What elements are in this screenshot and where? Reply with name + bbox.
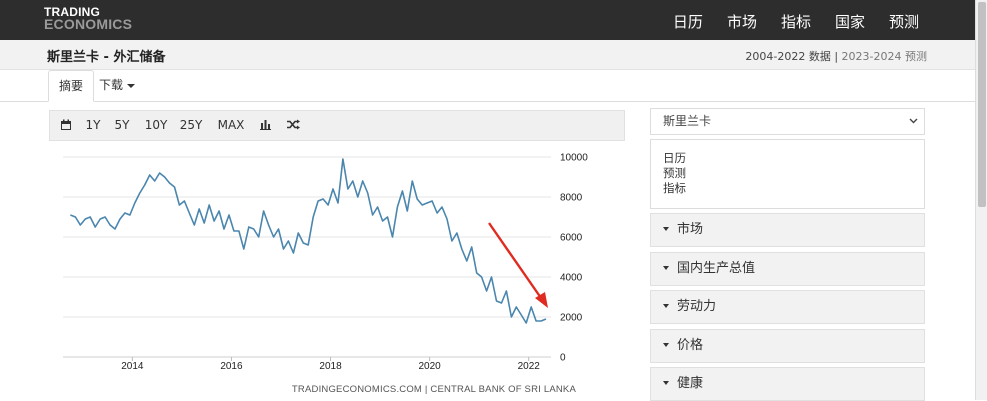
y-tick-label: 10000 <box>560 153 588 164</box>
chart-grid <box>63 156 551 358</box>
chart-source[interactable]: TRADINGECONOMICS.COM | CENTRAL BANK OF S… <box>292 384 577 395</box>
y-axis-ticks: 10000 8000 6000 4000 2000 0 <box>560 153 588 364</box>
caret-down-icon <box>663 303 669 308</box>
caret-down-icon <box>663 226 669 231</box>
country-select-label: 斯里兰卡 <box>663 114 712 128</box>
range-25y-button[interactable]: 25Y <box>179 118 203 132</box>
page-title: 斯里兰卡 - 外汇储备 <box>47 50 166 65</box>
accordion-gdp[interactable]: 国内生产总值 <box>650 252 925 286</box>
accordion-markets-label: 市场 <box>677 222 704 237</box>
chart-toolbar: 1Y 5Y 10Y 25Y MAX <box>49 110 625 141</box>
forecast-range: 2023-2024 预测 <box>841 50 927 63</box>
nav-countries[interactable]: 国家 <box>834 13 865 31</box>
logo-line-1: TRADING <box>44 5 101 19</box>
range-separator: | <box>830 50 842 63</box>
content-tabs: 摘要 下载 <box>0 70 975 102</box>
accordion-markets[interactable]: 市场 <box>650 213 925 247</box>
accordion-prices[interactable]: 价格 <box>650 329 925 363</box>
x-tick-label: 2022 <box>518 361 541 372</box>
logo-line-2: ECONOMICS <box>44 16 133 32</box>
country-links: 日历 预测 指标 <box>650 139 925 209</box>
shuffle-icon[interactable] <box>283 111 303 140</box>
link-calendar[interactable]: 日历 <box>663 151 686 165</box>
range-5y-button[interactable]: 5Y <box>114 118 130 132</box>
chevron-down-icon <box>909 118 918 124</box>
nav-markets[interactable]: 市场 <box>726 13 757 31</box>
caret-down-icon <box>127 83 136 88</box>
y-tick-label: 6000 <box>560 233 583 244</box>
sub-header: 斯里兰卡 - 外汇储备 2004-2022 数据 | 2023-2024 预测 <box>0 40 975 70</box>
x-axis-ticks: 2014 2016 2018 2020 2022 <box>121 357 540 372</box>
range-10y-button[interactable]: 10Y <box>144 118 168 132</box>
red-arrow-annotation <box>488 222 548 308</box>
x-tick-label: 2014 <box>121 361 144 372</box>
nav-calendar[interactable]: 日历 <box>672 13 703 31</box>
x-tick-label: 2016 <box>220 361 243 372</box>
series-line <box>70 158 547 324</box>
nav-forecasts[interactable]: 预测 <box>888 13 919 31</box>
tab-download-label: 下载 <box>99 78 124 92</box>
x-tick-label: 2020 <box>418 361 441 372</box>
link-forecast[interactable]: 预测 <box>663 166 686 180</box>
range-max-button[interactable]: MAX <box>217 118 245 132</box>
x-tick-label: 2018 <box>319 361 342 372</box>
y-tick-label: 8000 <box>560 193 583 204</box>
nav-indicators[interactable]: 指标 <box>780 13 811 31</box>
tab-summary[interactable]: 摘要 <box>48 70 95 102</box>
data-range-info: 2004-2022 数据 | 2023-2024 预测 <box>745 48 927 64</box>
accordion-labour[interactable]: 劳动力 <box>650 290 925 324</box>
country-select[interactable]: 斯里兰卡 <box>650 108 925 135</box>
y-tick-label: 4000 <box>560 273 583 284</box>
caret-down-icon <box>663 342 669 347</box>
data-range: 2004-2022 数据 <box>745 50 831 63</box>
trading-economics-logo[interactable]: TRADING ECONOMICS <box>44 5 133 32</box>
arrow-shaft <box>488 222 542 299</box>
accordion-labour-label: 劳动力 <box>677 299 717 314</box>
accordion-health[interactable]: 健康 <box>650 367 925 401</box>
caret-down-icon <box>663 380 669 385</box>
calendar-icon[interactable] <box>54 111 78 140</box>
top-nav: 日历 市场 指标 国家 预测 <box>649 0 919 40</box>
caret-down-icon <box>663 265 669 270</box>
bar-chart-icon[interactable] <box>255 111 275 140</box>
accordion-prices-label: 价格 <box>677 338 704 353</box>
accordion-health-label: 健康 <box>677 376 704 391</box>
scrollbar-thumb[interactable] <box>978 2 986 207</box>
range-1y-button[interactable]: 1Y <box>85 118 101 132</box>
top-navbar: TRADING ECONOMICS 日历 市场 指标 国家 预测 <box>0 0 975 40</box>
tab-download[interactable]: 下载 <box>89 70 145 102</box>
accordion-gdp-label: 国内生产总值 <box>677 261 756 276</box>
arrow-head <box>535 292 548 308</box>
y-tick-label: 2000 <box>560 313 583 324</box>
link-indicators[interactable]: 指标 <box>663 181 686 195</box>
y-tick-label: 0 <box>560 353 566 364</box>
page-scrollbar[interactable] <box>975 0 987 400</box>
